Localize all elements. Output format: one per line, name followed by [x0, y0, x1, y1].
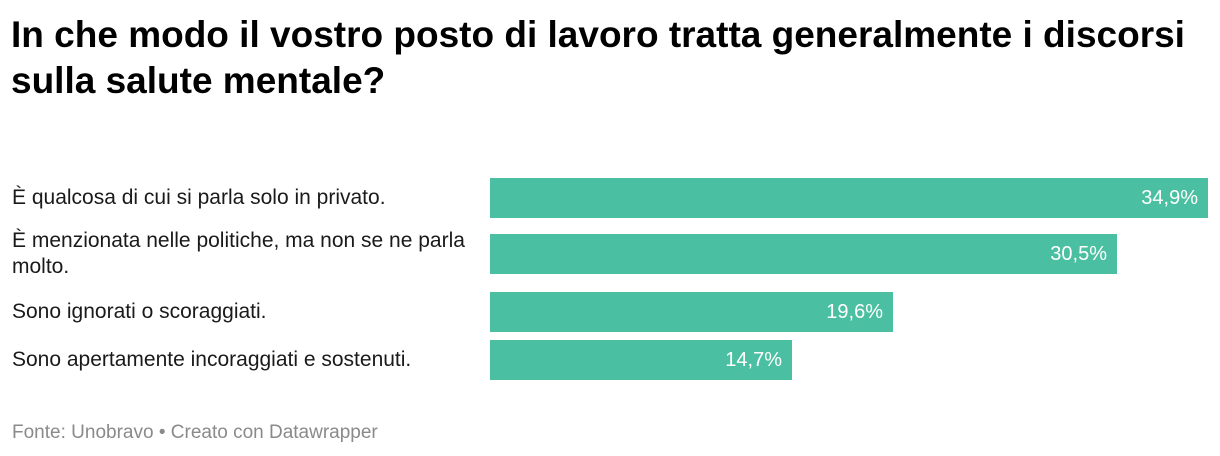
- source-name: Unobravo: [71, 422, 154, 443]
- chart-footer: Fonte: Unobravo • Creato con Datawrapper: [12, 421, 378, 445]
- bar: 14,7%: [490, 340, 792, 380]
- credit-text: Creato con Datawrapper: [170, 422, 378, 443]
- bar-value-label: 14,7%: [725, 349, 782, 371]
- chart-title: In che modo il vostro posto di lavoro tr…: [11, 14, 1185, 101]
- bar: 34,9%: [490, 178, 1208, 218]
- category-label: È qualcosa di cui si parla solo in priva…: [12, 186, 386, 209]
- category-label: È menzionata nelle politiche, ma non se …: [12, 229, 465, 278]
- footer-separator: •: [158, 422, 166, 443]
- bar-value-label: 19,6%: [826, 301, 883, 323]
- bar: 19,6%: [490, 292, 893, 332]
- category-label: Sono ignorati o scoraggiati.: [12, 300, 267, 323]
- category-label: Sono apertamente incoraggiati e sostenut…: [12, 348, 412, 371]
- bar-value-label: 34,9%: [1141, 187, 1198, 209]
- bar: 30,5%: [490, 234, 1117, 274]
- bar-value-label: 30,5%: [1050, 243, 1107, 265]
- source-label: Fonte:: [12, 422, 66, 443]
